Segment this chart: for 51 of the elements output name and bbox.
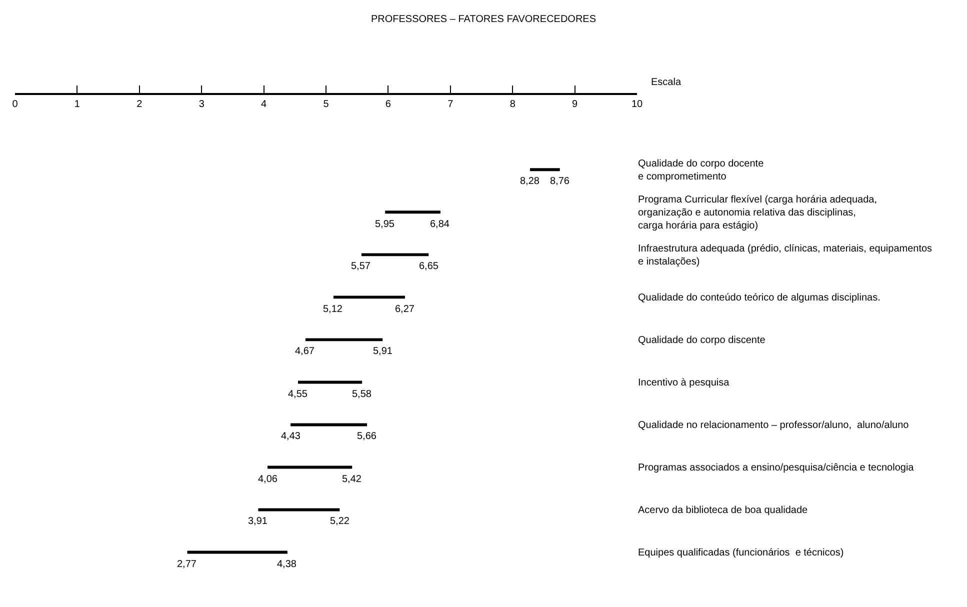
y-tick-label: Qualidade do conteúdo teórico de algumas disciplinas.	[638, 292, 880, 304]
y-tick-label: Qualidade do corpo discente	[638, 335, 766, 346]
bar	[305, 338, 383, 342]
annotation: 4,67	[295, 346, 315, 357]
annotation: 6,65	[419, 261, 439, 272]
annotation: 5,91	[373, 346, 393, 357]
x-tick-label: 6	[385, 98, 392, 110]
annotation: 2,77	[177, 559, 197, 570]
annotation: 6,84	[430, 219, 450, 230]
x-tick-label: 9	[572, 98, 578, 110]
y-tick-label: Acervo da biblioteca de boa qualidade	[638, 505, 808, 516]
annotation: 5,12	[323, 304, 343, 315]
bar	[385, 210, 440, 214]
y-tick-label: Equipes qualificadas (funcionários e técnicos)	[638, 548, 844, 559]
annotation: 4,38	[277, 559, 297, 570]
annotation: 5,22	[330, 516, 350, 527]
annotation: 4,55	[288, 389, 308, 400]
annotation: 5,58	[352, 389, 372, 400]
annotation: 5,42	[342, 474, 362, 485]
bar	[290, 423, 368, 426]
bar	[530, 168, 560, 172]
annotation: 5,66	[357, 431, 377, 442]
y-tick-label: Infraestrutura adequada (prédio, clínicas, materiais, equipamentos e instalações)	[638, 244, 932, 268]
x-tick-label: 10	[631, 98, 643, 110]
y-tick-label: Qualidade do corpo docente e comprometimento	[638, 158, 764, 183]
annotation: 8,76	[550, 176, 570, 187]
y-tick-label: Programas associados a ensino/pesquisa/ciência e tecnologia	[638, 462, 914, 474]
x-tick-label: 5	[323, 98, 330, 110]
annotation: 3,91	[248, 516, 268, 527]
bar	[268, 466, 352, 469]
x-tick-label: 4	[261, 98, 268, 110]
x-tick-label: 3	[198, 98, 205, 110]
annotation: 4,06	[258, 474, 278, 485]
x-tick-label: 8	[510, 98, 516, 110]
annotation: 6,27	[395, 304, 415, 315]
annotation: 5,57	[351, 261, 371, 272]
bar	[361, 253, 429, 256]
annotation: 8,28	[520, 176, 540, 187]
x-tick-label: 1	[74, 98, 80, 110]
bar	[333, 296, 405, 299]
annotation: 5,95	[375, 219, 395, 230]
y-tick-label: Programa Curricular flexível (carga horária adequada, organização e autonomia relativa das disciplinas, carga horária para estágio)	[638, 194, 878, 232]
bar	[298, 380, 362, 384]
y-tick-label: Incentivo à pesquisa	[638, 378, 730, 389]
annotation: 4,43	[281, 431, 301, 442]
x-axis-title: Escala	[651, 77, 682, 88]
chart-title: PROFESSORES – FATORES FAVORECEDORES	[370, 14, 596, 26]
x-tick-label: 2	[136, 98, 143, 110]
y-tick-label: Qualidade no relacionamento – professor/aluno, aluno/aluno	[638, 420, 910, 432]
x-tick-label: 7	[448, 98, 454, 110]
x-tick-label: 0	[12, 98, 18, 110]
